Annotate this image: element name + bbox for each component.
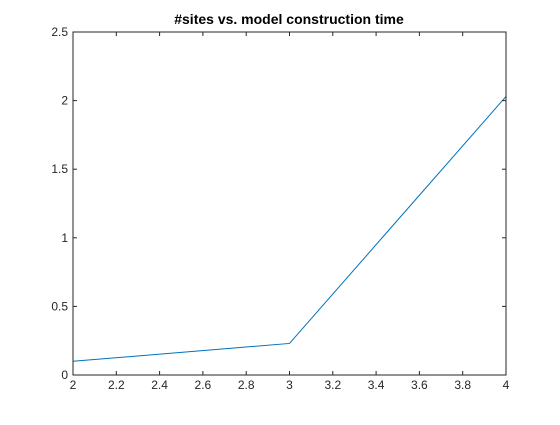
x-tick-label: 2 xyxy=(70,378,77,392)
y-tick-label: 1.5 xyxy=(51,162,68,176)
x-tick-label: 2.6 xyxy=(195,378,212,392)
x-tick-label: 3.8 xyxy=(454,378,471,392)
y-tick-label: 0.5 xyxy=(51,299,68,313)
x-tick-label: 3.6 xyxy=(411,378,428,392)
x-tick-label: 3.2 xyxy=(324,378,341,392)
x-tick-label: 2.2 xyxy=(108,378,125,392)
x-tick-label: 4 xyxy=(503,378,510,392)
y-tick-label: 2 xyxy=(61,94,68,108)
y-tick-label: 1 xyxy=(61,231,68,245)
x-tick-label: 2.4 xyxy=(151,378,168,392)
y-tick-label: 2.5 xyxy=(51,25,68,39)
y-tick-label: 0 xyxy=(61,368,68,382)
x-tick-labels: 2 2.2 2.4 2.6 2.8 3 3.2 3.4 3.6 3.8 4 xyxy=(70,378,510,392)
chart-title: #sites vs. model construction time xyxy=(174,11,404,27)
plot-area xyxy=(73,32,506,375)
y-tick-labels: 0 0.5 1 1.5 2 2.5 xyxy=(51,25,68,382)
series-line xyxy=(72,96,507,362)
x-tick-label: 3.4 xyxy=(368,378,385,392)
series-layer xyxy=(72,96,507,362)
x-tick-label: 3 xyxy=(286,378,293,392)
x-tick-label: 2.8 xyxy=(238,378,255,392)
axes-box xyxy=(72,31,507,376)
